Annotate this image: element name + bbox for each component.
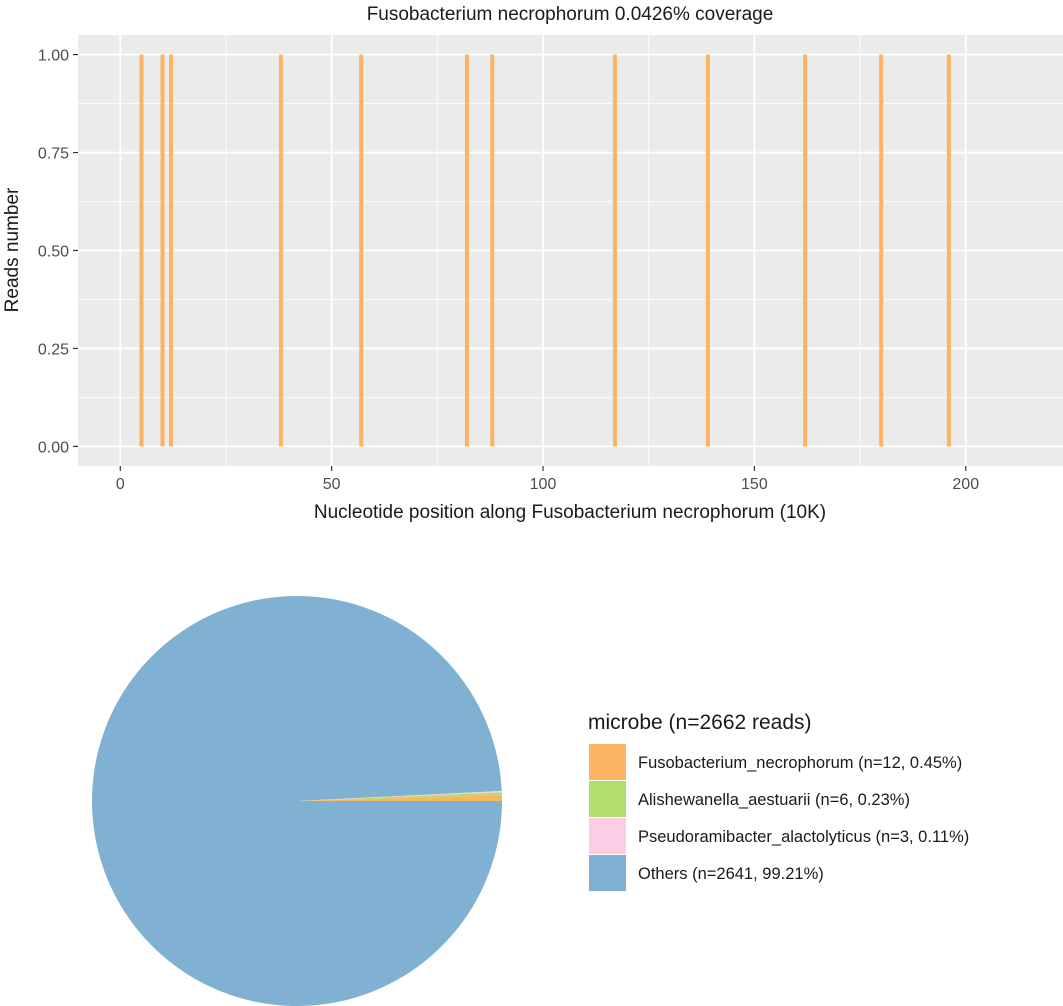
y-axis: 0.00 0.25 0.50 0.75 1.00 [38, 48, 78, 456]
coverage-bar [169, 54, 174, 447]
coverage-bar [278, 54, 283, 447]
legend-key [589, 781, 626, 817]
y-tick-label: 1.00 [38, 48, 69, 65]
pie-slice [92, 595, 503, 1006]
y-tick-label: 0.00 [38, 439, 69, 456]
coverage-bar [160, 54, 165, 447]
x-tick-label: 0 [116, 476, 125, 493]
legend-label: Alishewanella_aestuarii (n=6, 0.23%) [638, 791, 910, 809]
legend-items: Fusobacterium_necrophorum (n=12, 0.45%) A… [589, 744, 969, 891]
pie-legend: microbe (n=2662 reads) Fusobacterium_nec… [588, 711, 969, 891]
legend-key [589, 818, 626, 854]
coverage-bar [359, 54, 364, 447]
x-axis-label: Nucleotide position along Fusobacterium … [314, 502, 826, 523]
microbe-pie-chart: microbe (n=2662 reads) Fusobacterium_nec… [92, 595, 969, 1006]
legend-label: Others (n=2641, 99.21%) [638, 865, 824, 883]
x-tick-label: 50 [323, 476, 341, 493]
x-tick-label: 100 [530, 476, 557, 493]
y-tick-label: 0.25 [38, 341, 69, 358]
legend-label: Fusobacterium_necrophorum (n=12, 0.45%) [638, 754, 962, 772]
coverage-bar [879, 54, 884, 447]
coverage-bar [705, 54, 710, 447]
legend-title: microbe (n=2662 reads) [588, 711, 812, 734]
y-tick-label: 0.50 [38, 244, 69, 261]
coverage-bar [490, 54, 495, 447]
x-axis: 0 50 100 150 200 [116, 466, 979, 493]
coverage-bars [139, 54, 951, 447]
y-tick-label: 0.75 [38, 146, 69, 163]
chart-title: Fusobacterium necrophorum 0.0426% covera… [367, 4, 774, 25]
legend-key [589, 744, 626, 780]
x-tick-label: 200 [952, 476, 979, 493]
coverage-bar [139, 54, 144, 447]
legend-key [589, 855, 626, 891]
coverage-bar [946, 54, 951, 447]
pie-slices [92, 595, 503, 1006]
gridlines [78, 35, 1063, 466]
coverage-bar [612, 54, 617, 447]
coverage-bar [464, 54, 469, 447]
coverage-chart: Fusobacterium necrophorum 0.0426% covera… [2, 4, 1063, 523]
legend-label: Pseudoramibacter_alactolyticus (n=3, 0.1… [638, 828, 969, 846]
pie-slice [297, 792, 502, 801]
x-tick-label: 150 [741, 476, 768, 493]
y-axis-label: Reads number [2, 187, 23, 312]
pie-slice [297, 790, 502, 801]
coverage-bar [803, 54, 808, 447]
pie-slice [297, 795, 502, 801]
